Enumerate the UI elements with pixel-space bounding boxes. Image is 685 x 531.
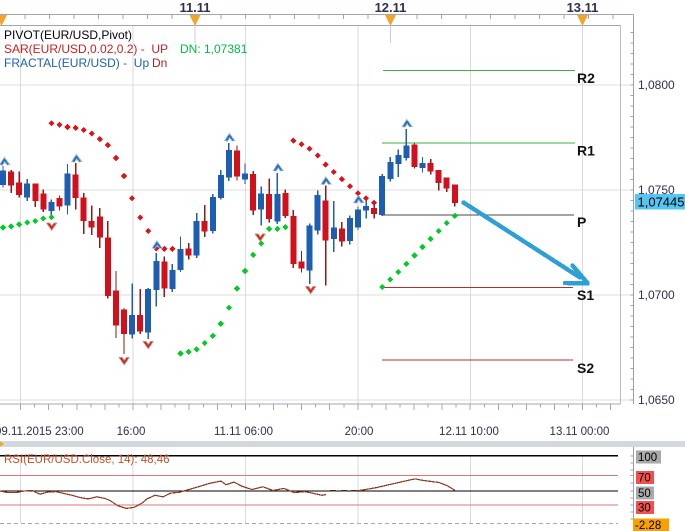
- svg-text:1,0700: 1,0700: [638, 288, 675, 302]
- svg-text:20:00: 20:00: [345, 426, 374, 438]
- svg-text:S1: S1: [577, 287, 594, 303]
- svg-text:S2: S2: [577, 360, 594, 376]
- svg-text:70: 70: [638, 473, 651, 485]
- svg-text:R1: R1: [577, 143, 595, 159]
- svg-text:1,07445: 1,07445: [638, 195, 685, 210]
- svg-text:1,0750: 1,0750: [638, 183, 675, 197]
- svg-text:12.11: 12.11: [375, 0, 407, 15]
- svg-text:RSI(EUR/USD.Close, 14): 48,46: RSI(EUR/USD.Close, 14): 48,46: [4, 454, 170, 466]
- svg-text:SAR(EUR/USD,0.02,0.2) - UP: SAR(EUR/USD,0.02,0.2) - UP: [4, 42, 168, 56]
- svg-text:11.11: 11.11: [179, 0, 210, 15]
- svg-text:PIVOT(EUR/USD,Pivot): PIVOT(EUR/USD,Pivot): [4, 28, 132, 42]
- svg-text:13.11 00:00: 13.11 00:00: [550, 426, 610, 438]
- svg-text:11.11 06:00: 11.11 06:00: [214, 426, 273, 438]
- svg-text:P: P: [577, 214, 586, 230]
- svg-text:R2: R2: [577, 70, 595, 86]
- svg-text:13.11: 13.11: [567, 0, 599, 15]
- svg-text:100: 100: [638, 452, 657, 464]
- svg-text:30: 30: [638, 503, 651, 515]
- svg-text:16:00: 16:00: [117, 426, 146, 438]
- svg-text:1,0650: 1,0650: [638, 393, 675, 407]
- svg-text:DN: 1,07381: DN: 1,07381: [180, 42, 248, 56]
- svg-text:1,0800: 1,0800: [638, 78, 675, 92]
- svg-text:FRACTAL(EUR/USD) - Up: FRACTAL(EUR/USD) - Up: [4, 56, 149, 70]
- svg-text:12.11 10:00: 12.11 10:00: [439, 426, 499, 438]
- svg-text:-2.28: -2.28: [635, 520, 661, 531]
- svg-text:Dn: Dn: [152, 56, 167, 70]
- svg-text:09.11.2015 23:00: 09.11.2015 23:00: [0, 426, 84, 438]
- svg-text:50: 50: [638, 488, 651, 500]
